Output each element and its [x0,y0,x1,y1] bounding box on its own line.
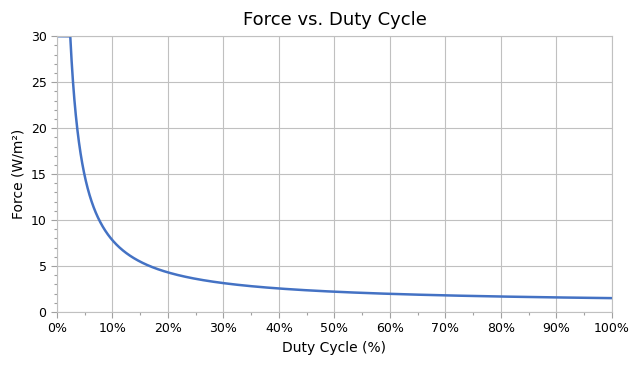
Title: Force vs. Duty Cycle: Force vs. Duty Cycle [242,11,426,29]
Y-axis label: Force (W/m²): Force (W/m²) [11,129,25,219]
X-axis label: Duty Cycle (%): Duty Cycle (%) [283,341,387,355]
